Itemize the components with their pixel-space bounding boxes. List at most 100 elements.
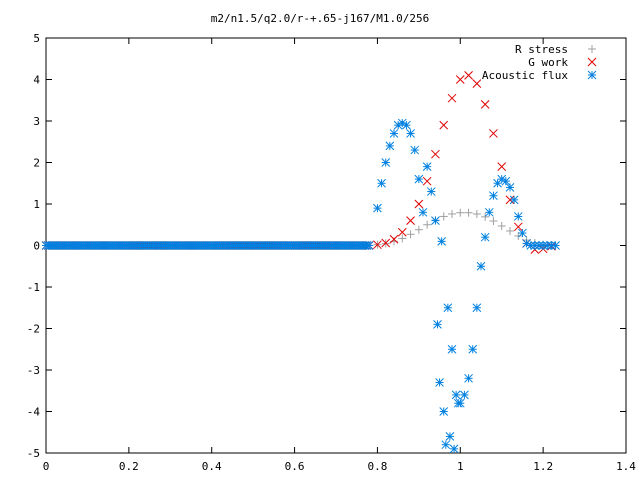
data-point <box>447 344 457 354</box>
data-point <box>449 444 459 454</box>
data-point <box>472 303 482 313</box>
data-point <box>443 303 453 313</box>
x-tick-label: 1 <box>457 460 464 473</box>
data-point <box>406 216 415 225</box>
y-tick-label: 4 <box>33 74 40 87</box>
data-point <box>489 129 498 138</box>
data-point <box>497 162 507 172</box>
data-point <box>397 227 407 237</box>
data-point <box>464 208 473 217</box>
legend-label: Acoustic flux <box>482 69 568 82</box>
data-point <box>464 373 473 383</box>
y-tick-label: 3 <box>33 115 40 128</box>
data-point <box>414 199 424 209</box>
data-point <box>480 232 490 242</box>
y-tick-label: 2 <box>33 157 40 170</box>
x-tick-label: 0.8 <box>367 460 387 473</box>
data-point <box>445 432 455 441</box>
y-tick-label: -4 <box>27 406 41 419</box>
data-point <box>439 407 449 416</box>
x-tick-label: 1.2 <box>533 460 553 473</box>
data-point <box>476 261 486 271</box>
legend-marker <box>588 45 596 53</box>
data-point <box>389 129 399 138</box>
axes-layer: 0 0.2 0.4 0.6 0.8 1 1.2 1.4 5 4 3 2 1 0 -1 -2 -3 -4 -5 <box>27 32 637 473</box>
y-tick-label: 5 <box>33 32 40 45</box>
data-point <box>431 149 440 159</box>
data-point <box>426 187 436 196</box>
legend-marker <box>587 57 597 67</box>
data-point <box>364 241 374 250</box>
data-point <box>489 191 498 201</box>
y-tick-label: 1 <box>33 198 40 211</box>
series-star <box>41 118 560 454</box>
data-point <box>513 222 523 232</box>
y-tick-label: -2 <box>27 323 40 336</box>
data-point <box>414 225 423 234</box>
data-point <box>441 440 451 450</box>
data-point <box>373 203 382 213</box>
chart-title: m2/n1.5/q2.0/r-+.65-j167/M1.0/256 <box>211 12 430 25</box>
data-point <box>435 378 444 387</box>
data-point <box>472 209 481 218</box>
data-point <box>526 241 536 250</box>
data-point <box>547 241 556 250</box>
legend-marker <box>587 70 597 80</box>
data-point <box>472 79 482 89</box>
data-point <box>422 176 432 186</box>
legend-label: G work <box>528 56 568 69</box>
data-point <box>456 208 465 217</box>
data-point <box>489 217 498 226</box>
data-point <box>518 228 527 238</box>
data-point <box>455 75 465 84</box>
x-tick-label: 1.4 <box>616 460 636 473</box>
data-point <box>534 241 544 250</box>
data-point <box>505 195 515 205</box>
data-point <box>381 158 391 167</box>
data-point <box>439 120 449 130</box>
y-tick-label: 0 <box>33 240 40 253</box>
data-point <box>406 230 415 239</box>
data-point <box>460 390 469 400</box>
data-point <box>551 241 560 250</box>
data-point <box>389 234 399 244</box>
x-tick-label: 0.6 <box>285 460 305 473</box>
data-point <box>433 319 442 329</box>
data-point <box>530 241 540 250</box>
data-point <box>431 216 440 225</box>
data-point <box>402 120 411 130</box>
data-point <box>455 398 465 408</box>
data-point <box>422 162 432 172</box>
data-point <box>377 178 386 188</box>
y-tick-label: -3 <box>27 364 40 377</box>
data-point <box>501 176 511 186</box>
data-point <box>423 220 432 229</box>
data-point <box>447 93 457 103</box>
data-point <box>484 207 494 217</box>
series-layer <box>41 70 560 454</box>
data-point <box>451 390 461 400</box>
data-point <box>439 212 448 221</box>
data-point <box>385 141 395 151</box>
x-tick-label: 0 <box>43 460 50 473</box>
data-point <box>410 145 420 155</box>
data-point <box>506 226 514 235</box>
data-point <box>497 221 506 230</box>
legend-label: R stress <box>515 43 568 56</box>
data-point <box>513 212 523 221</box>
data-point <box>398 234 407 243</box>
data-point <box>497 174 507 184</box>
y-tick-label: -5 <box>27 447 40 460</box>
x-tick-label: 0.2 <box>119 460 139 473</box>
y-tick-label: -1 <box>27 281 40 294</box>
data-point <box>505 183 515 192</box>
data-point <box>406 129 415 138</box>
data-point <box>464 70 473 80</box>
data-point <box>509 195 519 205</box>
data-point <box>373 240 382 250</box>
data-point <box>448 209 456 218</box>
data-point <box>468 344 478 354</box>
